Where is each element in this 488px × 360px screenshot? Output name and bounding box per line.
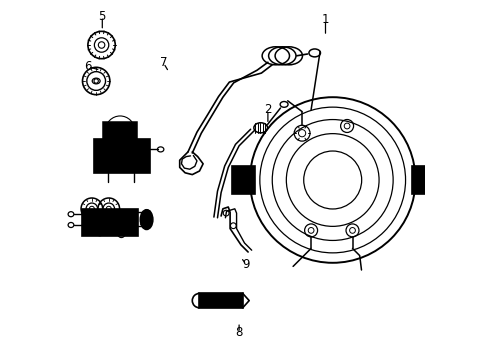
Bar: [98, 142, 146, 169]
Bar: [411, 166, 425, 194]
Bar: [103, 122, 137, 139]
Bar: [217, 295, 223, 306]
Text: 8: 8: [235, 327, 242, 339]
Text: 2: 2: [264, 103, 271, 116]
Text: 1: 1: [321, 13, 328, 26]
Text: 9: 9: [242, 258, 249, 271]
Bar: [210, 295, 216, 306]
Bar: [224, 295, 230, 306]
Bar: [85, 212, 134, 232]
Bar: [231, 166, 255, 194]
Text: 7: 7: [160, 57, 167, 69]
Bar: [81, 209, 137, 236]
Text: 5: 5: [99, 10, 106, 23]
Bar: [203, 295, 209, 306]
Ellipse shape: [140, 210, 153, 230]
Text: 3: 3: [138, 215, 145, 228]
Text: 6: 6: [84, 60, 91, 73]
Bar: [199, 293, 242, 308]
Text: 4: 4: [136, 157, 143, 170]
Bar: [231, 295, 238, 306]
Bar: [94, 139, 149, 173]
